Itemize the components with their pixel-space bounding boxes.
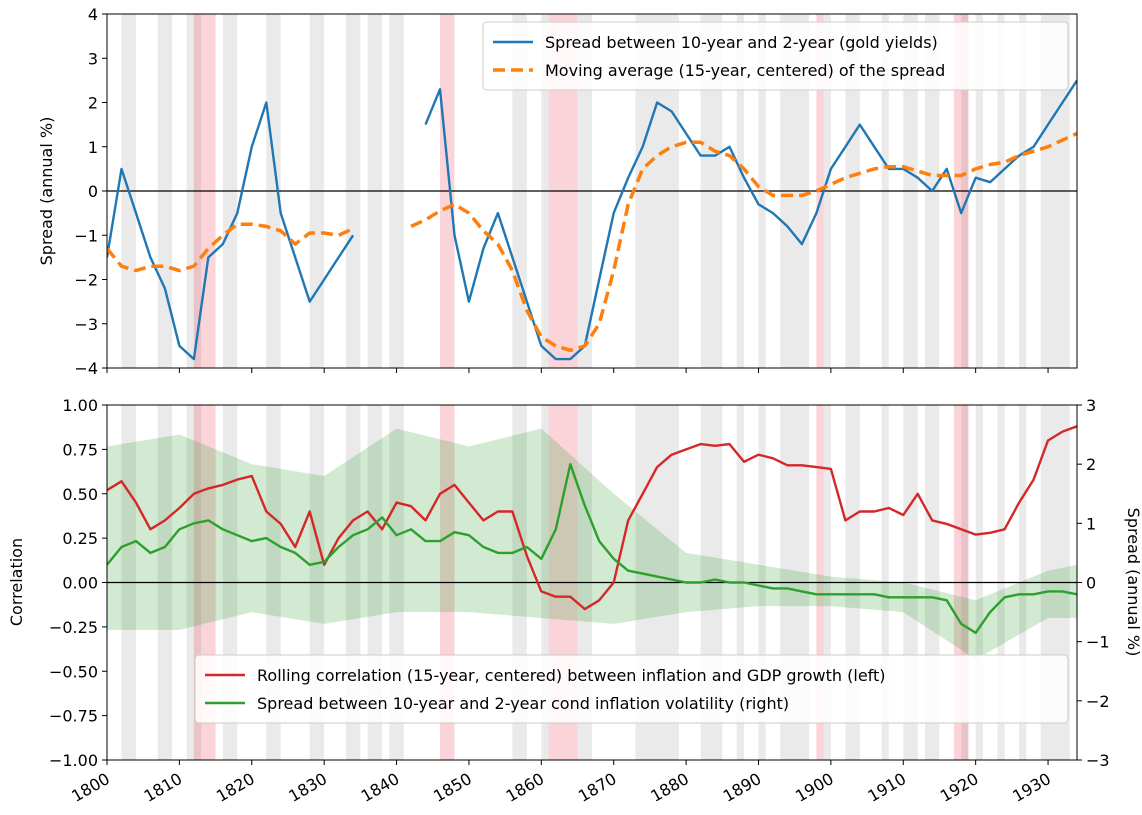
x-tick-label: 1800 [68, 769, 113, 806]
y-tick-label: 3 [88, 49, 98, 68]
legend-label: Moving average (15-year, centered) of th… [545, 61, 945, 80]
y2-tick-label: −1 [1086, 633, 1110, 652]
y-tick-label: 0.50 [62, 485, 98, 504]
y-tick-label: 0.00 [62, 574, 98, 593]
x-tick-label: 1830 [285, 769, 330, 806]
legend-label: Spread between 10-year and 2-year cond i… [257, 694, 789, 713]
y-axis-title: Spread (annual %) [37, 117, 56, 266]
x-tick-label: 1870 [575, 769, 620, 806]
y2-tick-label: −3 [1086, 751, 1110, 770]
y2-tick-label: 1 [1086, 514, 1096, 533]
y-tick-label: −4 [74, 359, 98, 378]
y-tick-label: −0.75 [49, 707, 98, 726]
y2-tick-label: 3 [1086, 396, 1096, 415]
y-tick-label: −1.00 [49, 751, 98, 770]
x-tick-label: 1820 [213, 769, 258, 806]
line-series [107, 131, 1077, 353]
y-tick-label: −1 [74, 226, 98, 245]
x-tick-label: 1810 [141, 769, 186, 806]
x-tick-label: 1880 [647, 769, 692, 806]
y-tick-label: 0.75 [62, 440, 98, 459]
y-tick-label: −0.50 [49, 662, 98, 681]
y-tick-label: 4 [88, 5, 98, 24]
x-tick-label: 1920 [937, 769, 982, 806]
x-tick-label: 1890 [720, 769, 765, 806]
y-tick-label: 1.00 [62, 396, 98, 415]
y-axis-title: Correlation [7, 538, 26, 626]
x-tick-label: 1840 [358, 769, 403, 806]
plot-area [107, 14, 1077, 368]
legend-label: Rolling correlation (15-year, centered) … [257, 666, 886, 685]
x-tick-label: 1910 [865, 769, 910, 806]
y-tick-label: 0.25 [62, 529, 98, 548]
confidence-band [107, 428, 1077, 660]
line-series [107, 425, 1077, 611]
x-tick-label: 1900 [792, 769, 837, 806]
x-tick-label: 1850 [430, 769, 475, 806]
y-tick-label: −0.25 [49, 618, 98, 637]
y-tick-label: −3 [74, 315, 98, 334]
y2-axis-title: Spread (annual %) [1124, 508, 1142, 657]
y-tick-label: 0 [88, 182, 98, 201]
line-series [107, 463, 1077, 634]
legend-label: Spread between 10-year and 2-year (gold … [545, 33, 938, 52]
legend-box [482, 21, 1069, 91]
y-tick-label: 2 [88, 94, 98, 113]
x-tick-label: 1930 [1009, 769, 1054, 806]
y2-tick-label: 0 [1086, 574, 1096, 593]
y-tick-label: −2 [74, 271, 98, 290]
y2-tick-label: 2 [1086, 455, 1096, 474]
legend-box [194, 654, 1069, 724]
x-tick-label: 1860 [503, 769, 548, 806]
y2-tick-label: −2 [1086, 692, 1110, 711]
y-tick-label: 1 [88, 138, 98, 157]
